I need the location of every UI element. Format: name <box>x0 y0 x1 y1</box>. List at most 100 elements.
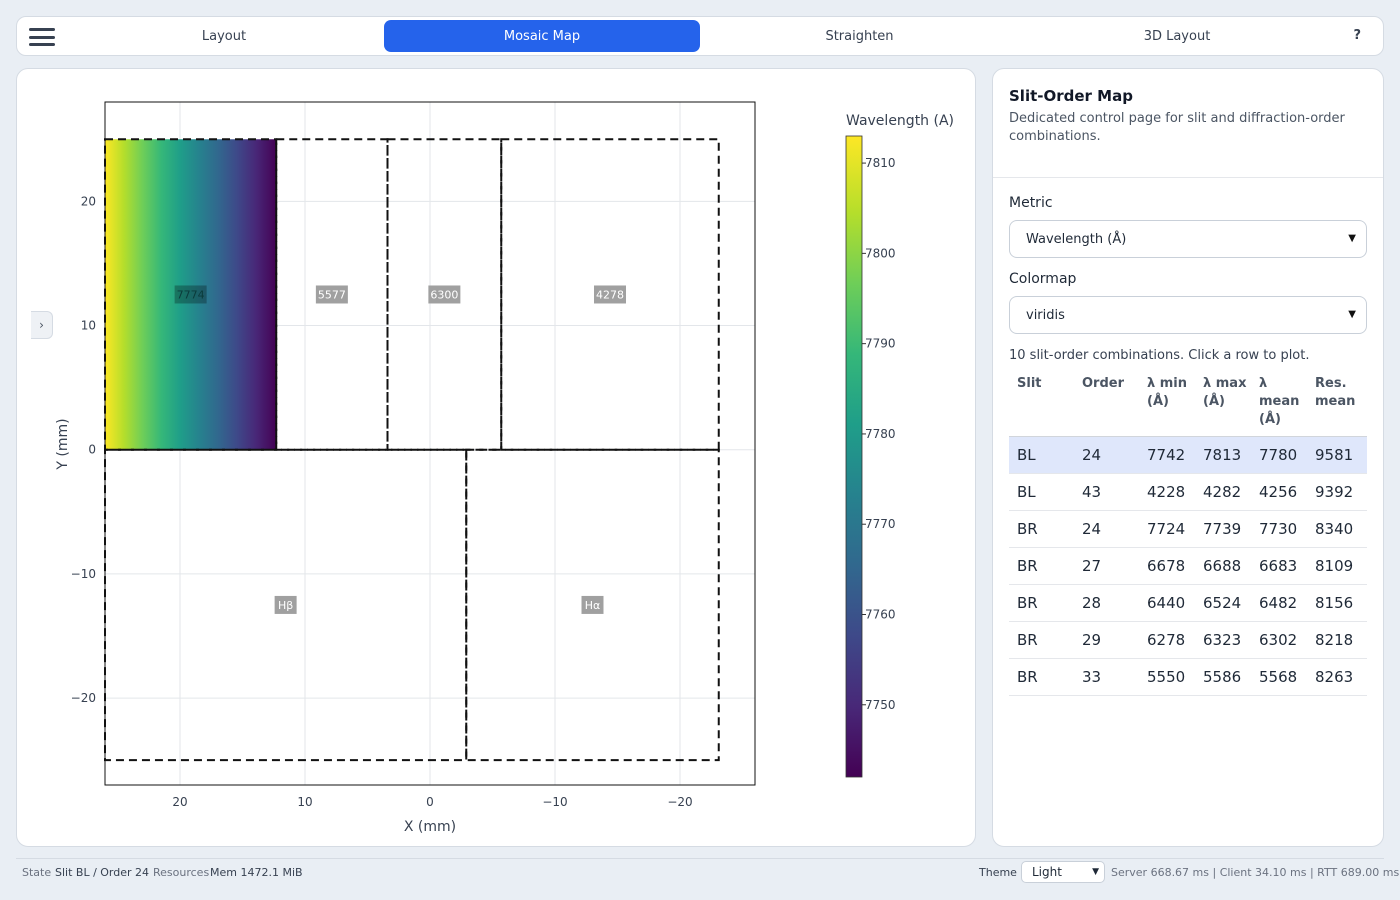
table-cell-res: 8109 <box>1315 557 1354 575</box>
x-tick-label: −10 <box>542 795 567 809</box>
region-label-box <box>174 285 207 304</box>
metric-select[interactable]: Wavelength (Å) ▼ <box>1009 220 1367 258</box>
memory-value: Mem 1472.1 MiB <box>210 866 303 879</box>
theme-select[interactable]: Light ▼ <box>1021 861 1105 883</box>
x-tick-label: −20 <box>667 795 692 809</box>
table-cell-res: 8263 <box>1315 668 1354 686</box>
table-cell-lmax: 7739 <box>1203 520 1242 538</box>
table-row[interactable]: BL 43 4228 4282 4256 9392 <box>1009 474 1367 511</box>
table-cell-lmin: 5550 <box>1147 668 1186 686</box>
table-cell-lmean: 4256 <box>1259 483 1298 501</box>
table-cell-lmin: 6440 <box>1147 594 1186 612</box>
y-tick-label: −10 <box>71 567 96 581</box>
table-cell-lmean: 6482 <box>1259 594 1298 612</box>
colorbar <box>845 135 863 778</box>
hamburger-menu-icon[interactable] <box>29 26 55 48</box>
table-cell-res: 8156 <box>1315 594 1354 612</box>
tab-mosaic-map[interactable]: Mosaic Map <box>384 20 700 52</box>
region-label: 6300 <box>430 288 458 301</box>
table-cell-order: 43 <box>1082 483 1102 501</box>
table-row[interactable]: BR 27 6678 6688 6683 8109 <box>1009 548 1367 585</box>
table-cell-res: 9392 <box>1315 483 1354 501</box>
column-header-lambda-min[interactable]: λ min (Å) <box>1147 376 1188 409</box>
table-row[interactable]: BR 24 7724 7739 7730 8340 <box>1009 511 1367 548</box>
table-cell-slit: BR <box>1017 520 1038 538</box>
resources-label: Resources <box>153 866 210 879</box>
table-cell-order: 33 <box>1082 668 1102 686</box>
table-cell-lmax: 6524 <box>1203 594 1242 612</box>
colormap-select-value: viridis <box>1026 307 1065 323</box>
colorbar-title: Wavelength (A) <box>846 113 954 129</box>
y-tick-label: 0 <box>88 443 96 457</box>
colorbar-tick-label: 7810 <box>865 156 896 170</box>
table-cell-lmean: 6683 <box>1259 557 1298 575</box>
panel-title: Slit-Order Map <box>1009 87 1133 105</box>
metric-label: Metric <box>1009 195 1053 211</box>
help-button[interactable]: ? <box>1353 28 1361 43</box>
heatmap-region-fill <box>105 139 277 450</box>
region-label-box <box>274 595 297 614</box>
plot-panel: 7774 5577 6300 4278 Hβ Hα 20 10 0 −10 −20 20 10 0 −10… <box>16 68 976 847</box>
mosaic-map-chart[interactable]: 7774 5577 6300 4278 Hβ Hα 20 10 0 −10 −20 20 10 0 −10… <box>17 69 975 846</box>
region-label: Hβ <box>278 599 293 612</box>
x-tick-label: 20 <box>172 795 187 809</box>
table-row[interactable]: BR 29 6278 6323 6302 8218 <box>1009 622 1367 659</box>
state-label: State <box>22 866 52 879</box>
y-tick-label: 20 <box>81 194 96 208</box>
table-cell-lmin: 6278 <box>1147 631 1186 649</box>
table-cell-lmax: 4282 <box>1203 483 1242 501</box>
table-cell-slit: BR <box>1017 668 1038 686</box>
region-label-box <box>581 595 604 614</box>
y-tick-label: 10 <box>81 319 96 333</box>
top-nav: Layout Mosaic Map Straighten 3D Layout ? <box>16 16 1384 56</box>
status-bar-divider <box>16 858 1384 859</box>
plot-frame <box>104 101 756 786</box>
region-label-box <box>594 285 626 304</box>
table-cell-lmax: 7813 <box>1203 446 1242 464</box>
table-row[interactable]: BL 24 7742 7813 7780 9581 <box>1009 437 1367 474</box>
tab-straighten[interactable]: Straighten <box>825 28 894 44</box>
region-label: Hα <box>585 599 601 612</box>
colorbar-tick-label: 7770 <box>865 517 896 531</box>
table-cell-slit: BR <box>1017 557 1038 575</box>
column-header-order[interactable]: Order <box>1082 376 1124 391</box>
theme-label: Theme <box>979 866 1017 879</box>
table-cell-order: 29 <box>1082 631 1102 649</box>
column-header-lambda-mean[interactable]: λ mean (Å) <box>1259 376 1300 427</box>
tab-layout[interactable]: Layout <box>201 28 247 44</box>
chevron-down-icon: ▼ <box>1348 309 1356 320</box>
table-row[interactable]: BR 33 5550 5586 5568 8263 <box>1009 659 1367 696</box>
table-cell-lmin: 4228 <box>1147 483 1186 501</box>
region-label: 7774 <box>177 288 205 301</box>
table-cell-order: 24 <box>1082 446 1102 464</box>
colorbar-tick-label: 7760 <box>865 607 896 621</box>
tab-3d-layout[interactable]: 3D Layout <box>1143 28 1211 44</box>
table-row[interactable]: BR 28 6440 6524 6482 8156 <box>1009 585 1367 622</box>
x-tick-label: 10 <box>297 795 312 809</box>
panel-description: Dedicated control page for slit and diff… <box>1009 111 1345 144</box>
region-label-box <box>428 285 461 304</box>
table-header: Slit Order λ min (Å) λ max (Å) λ mean (Å… <box>1009 371 1367 437</box>
chevron-down-icon: ▼ <box>1092 867 1099 877</box>
table-cell-order: 27 <box>1082 557 1102 575</box>
table-cell-slit: BL <box>1017 483 1036 501</box>
theme-select-value: Light <box>1032 865 1062 879</box>
metric-select-value: Wavelength (Å) <box>1026 231 1127 247</box>
table-body: BL 24 7742 7813 7780 9581 BL 43 4228 4282 4256 9392… <box>1009 437 1367 696</box>
table-cell-slit: BR <box>1017 594 1038 612</box>
table-cell-lmin: 6678 <box>1147 557 1186 575</box>
panel-expand-button[interactable]: › <box>31 311 53 339</box>
table-cell-slit: BR <box>1017 631 1038 649</box>
side-panel: Slit-Order Map Dedicated control page fo… <box>992 68 1384 847</box>
colorbar-tick-label: 7800 <box>865 246 896 260</box>
table-cell-lmin: 7724 <box>1147 520 1186 538</box>
colormap-select[interactable]: viridis ▼ <box>1009 296 1367 334</box>
column-header-res-mean[interactable]: Res. mean <box>1315 376 1356 409</box>
column-header-lambda-max[interactable]: λ max (Å) <box>1203 376 1247 409</box>
divider <box>993 177 1383 178</box>
table-cell-lmax: 5586 <box>1203 668 1242 686</box>
table-cell-lmean: 7730 <box>1259 520 1298 538</box>
table-cell-lmean: 5568 <box>1259 668 1298 686</box>
table-cell-order: 28 <box>1082 594 1102 612</box>
column-header-slit[interactable]: Slit <box>1017 376 1042 391</box>
